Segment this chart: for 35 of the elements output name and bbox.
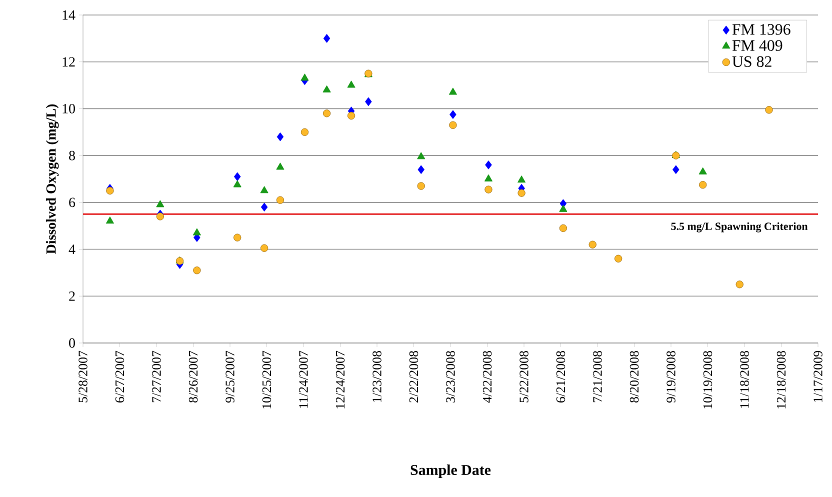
x-tick-label: 8/20/2008: [630, 350, 639, 403]
y-tick-label: 8: [69, 150, 75, 160]
x-tick-label: 9/25/2007: [226, 350, 234, 403]
x-tick-label: 10/25/2007: [262, 350, 272, 408]
y-tick-label: 2: [69, 292, 75, 301]
x-tick-label: 6/21/2008: [556, 350, 566, 402]
y-axis-title: Dissolved Oxygen (mg/L): [46, 104, 59, 254]
x-tick-label: 2/22/2008: [409, 350, 418, 402]
x-tick-label: 1/17/2009: [814, 351, 822, 402]
x-tick-label: 1/23/2008: [372, 350, 382, 402]
x-tick-label: 12/18/2008: [776, 350, 786, 408]
x-axis-title: Sample Date: [410, 464, 491, 478]
legend-label: FM 1396: [732, 24, 790, 35]
x-tick-label: 11/24/2007: [299, 350, 308, 408]
x-tick-label: 5/28/2007: [78, 350, 88, 402]
x-tick-label: 9/19/2008: [666, 350, 676, 403]
legend-label: FM 409: [732, 40, 782, 51]
y-tick-label: 4: [68, 244, 76, 254]
x-tick-label: 6/27/2007: [115, 350, 124, 402]
y-tick-label: 14: [62, 10, 76, 20]
x-tick-label: 8/26/2007: [188, 350, 198, 403]
y-tick-label: 10: [62, 104, 75, 114]
x-tick-label: 7/21/2008: [593, 350, 602, 402]
x-tick-label: 12/24/2007: [336, 350, 345, 408]
y-tick-label: 12: [62, 57, 75, 66]
ref-line-label: 5.5 mg/L Spawning Criterion: [671, 222, 808, 232]
x-tick-label: 7/27/2007: [152, 350, 161, 402]
x-tick-label: 10/19/2008: [703, 350, 712, 408]
y-tick-label: 6: [69, 198, 76, 208]
y-tick-label: 0: [69, 338, 75, 348]
x-tick-label: 11/18/2008: [740, 350, 749, 408]
x-tick-label: 4/22/2008: [482, 350, 492, 403]
x-tick-label: 5/22/2008: [520, 350, 528, 402]
legend-label: US 82: [732, 56, 772, 67]
x-tick-label: 3/23/2008: [446, 350, 455, 402]
